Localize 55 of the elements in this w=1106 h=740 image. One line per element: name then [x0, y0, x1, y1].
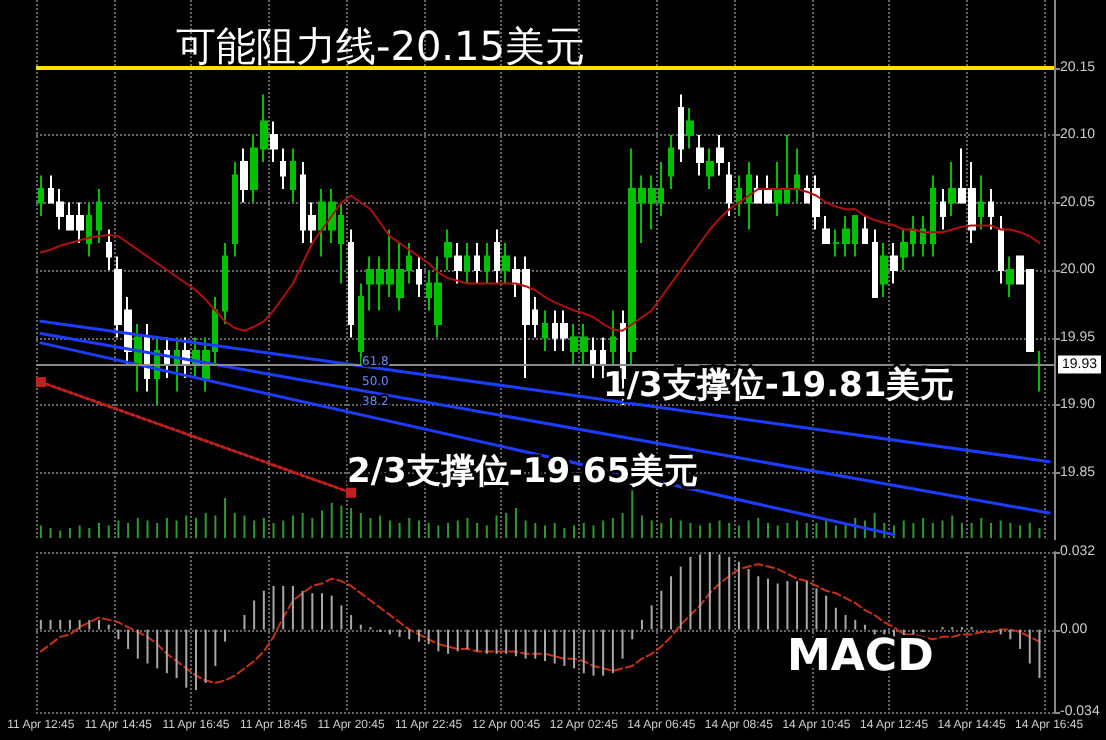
ref-line-label: 可能阻力线-20.15美元 — [176, 21, 585, 70]
candlestick — [444, 228, 452, 271]
candlestick — [96, 188, 102, 244]
candlestick — [494, 228, 500, 285]
candlestick — [988, 188, 994, 231]
candlestick — [502, 242, 510, 285]
candlestick — [290, 147, 296, 204]
candlestick — [560, 309, 568, 352]
candlestick — [716, 134, 724, 177]
candlestick — [794, 147, 800, 204]
candlestick — [872, 228, 878, 298]
candlestick — [280, 147, 286, 190]
candlestick — [270, 120, 278, 163]
candlestick — [862, 215, 868, 244]
candlestick — [812, 174, 820, 231]
candlestick — [686, 107, 694, 150]
candlestick — [940, 188, 946, 231]
candlestick — [240, 147, 248, 204]
annotation: MACD — [787, 632, 934, 682]
line-series — [39, 188, 1041, 332]
candlestick — [542, 309, 548, 352]
candlestick — [696, 134, 704, 177]
candlestick — [106, 228, 112, 271]
candlestick — [736, 174, 742, 217]
candlestick — [454, 242, 462, 285]
candlestick — [1006, 255, 1014, 298]
candlestick — [590, 336, 596, 379]
candlestick — [920, 215, 926, 258]
candlestick — [416, 255, 422, 298]
candlestick — [890, 242, 898, 285]
candlestick — [86, 201, 92, 258]
candlestick — [948, 161, 956, 217]
candlestick — [358, 282, 364, 366]
candlestick — [726, 161, 732, 217]
candlestick — [822, 215, 830, 244]
candlestick — [484, 242, 490, 285]
candlestick — [706, 147, 714, 190]
candlestick — [610, 309, 616, 366]
candlestick — [678, 93, 684, 163]
candlestick — [474, 242, 480, 285]
candlestick — [746, 161, 752, 231]
candlestick — [668, 134, 674, 190]
candlestick — [348, 228, 354, 339]
candlestick — [222, 242, 228, 325]
candlestick — [600, 336, 606, 379]
candlestick — [232, 161, 238, 258]
candlestick — [998, 215, 1004, 285]
candlestick — [1036, 350, 1042, 393]
candlestick — [464, 242, 470, 285]
line-series — [39, 563, 1041, 684]
candlestick — [38, 174, 44, 217]
candlestick — [978, 174, 984, 231]
candlestick — [880, 242, 888, 298]
candlestick — [930, 174, 936, 258]
candlestick — [434, 255, 442, 339]
